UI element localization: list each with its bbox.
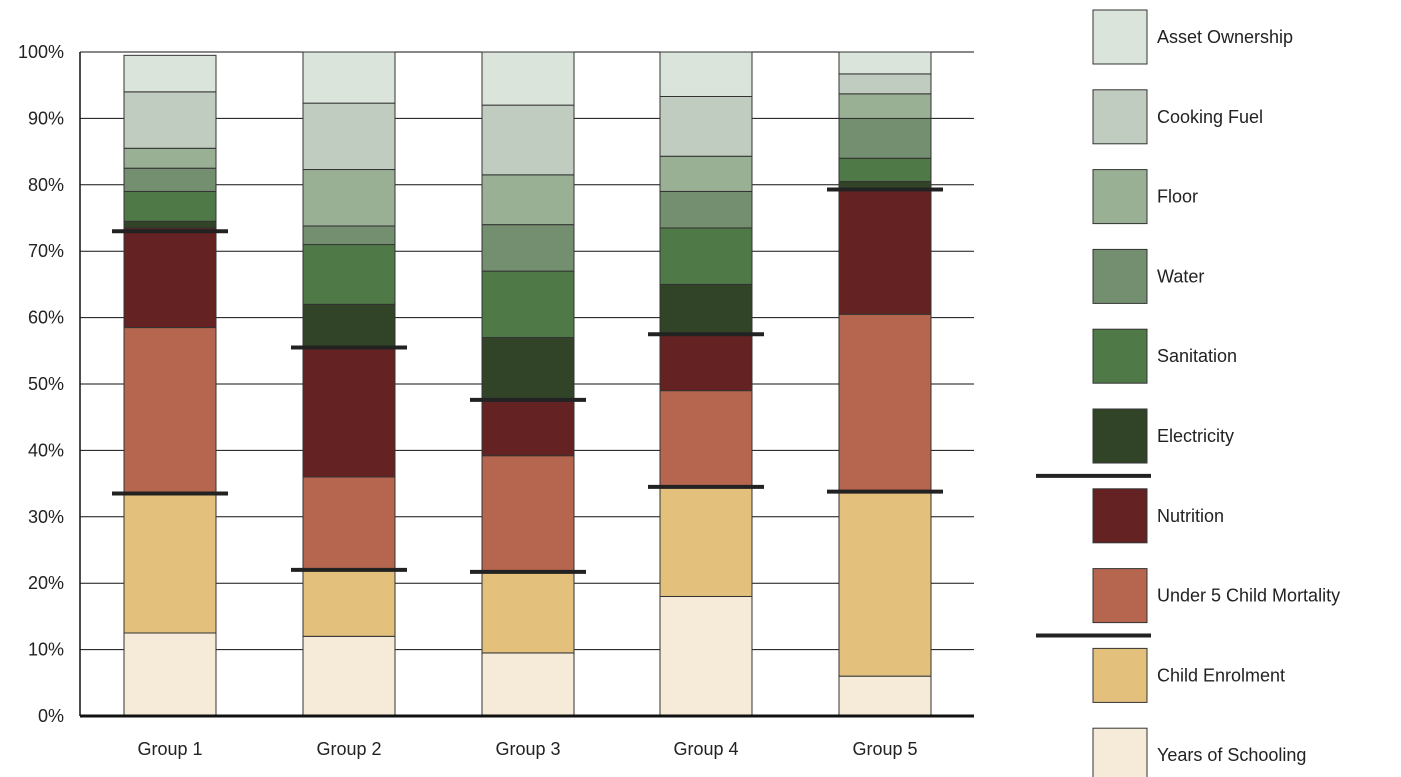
bar-segment	[659, 51, 753, 97]
bar-segment	[838, 157, 932, 182]
bar-segment	[481, 652, 575, 717]
bar-segment	[838, 73, 932, 95]
bar-segment	[481, 400, 575, 457]
bar-segment	[481, 571, 575, 654]
y-tick-label: 90%	[28, 108, 64, 128]
bar-segment	[659, 95, 753, 157]
legend-label: Water	[1157, 266, 1204, 286]
bar-segment	[838, 117, 932, 159]
y-tick-label: 60%	[28, 308, 64, 328]
bar-segment	[838, 675, 932, 717]
x-tick-label: Group 3	[495, 739, 560, 759]
bar-segment	[302, 244, 396, 305]
bar-segment	[659, 155, 753, 192]
legend-swatch	[1092, 328, 1148, 384]
bar-segment	[481, 455, 575, 573]
legend-label: Child Enrolment	[1157, 665, 1285, 685]
y-tick-label: 50%	[28, 374, 64, 394]
y-tick-label: 30%	[28, 507, 64, 527]
bar-segment	[302, 51, 396, 104]
bar-segment	[659, 486, 753, 597]
bar-segment	[838, 313, 932, 491]
bar-segment	[123, 147, 217, 169]
bar-segment	[481, 104, 575, 176]
legend-label: Asset Ownership	[1157, 27, 1293, 47]
bars	[123, 51, 932, 717]
bar-segment	[302, 476, 396, 571]
bar-segment	[302, 569, 396, 637]
axes: 0% 10% 20% 30% 40% 50% 60% 70% 80% 90% 100% Group 1…	[18, 42, 974, 759]
threshold-lines	[112, 187, 943, 574]
legend-label: Under 5 Child Mortality	[1157, 586, 1340, 606]
bar-segment	[123, 632, 217, 717]
legend-swatch	[1092, 408, 1148, 464]
bar-segment	[302, 346, 396, 478]
legend-swatch	[1092, 9, 1148, 65]
legend-swatch	[1092, 89, 1148, 145]
bar-segment	[659, 333, 753, 392]
bar-segment	[659, 595, 753, 717]
bar-segment	[481, 270, 575, 339]
y-tick-label: 20%	[28, 573, 64, 593]
y-tick-label: 70%	[28, 241, 64, 261]
legend-swatch	[1092, 568, 1148, 624]
legend-label: Electricity	[1157, 426, 1234, 446]
bar-segment	[481, 174, 575, 226]
x-tick-label: Group 4	[673, 739, 738, 759]
bar-segment	[123, 327, 217, 495]
legend-swatch	[1092, 727, 1148, 777]
bar-segment	[302, 102, 396, 171]
legend: Asset Ownership Cooking Fuel Floor Water San…	[1036, 9, 1340, 777]
bar-segment	[302, 225, 396, 246]
bar-segment	[838, 489, 932, 677]
bar-segment	[123, 91, 217, 149]
y-tick-label: 10%	[28, 640, 64, 660]
bar-segment	[123, 227, 217, 329]
bar-segment	[838, 51, 932, 75]
legend-swatch	[1092, 647, 1148, 703]
bar-segment	[123, 54, 217, 93]
x-tick-label: Group 1	[137, 739, 202, 759]
legend-label: Years of Schooling	[1157, 745, 1306, 765]
bar-segment	[123, 167, 217, 192]
legend-label: Floor	[1157, 187, 1198, 207]
legend-swatch	[1092, 248, 1148, 304]
legend-swatch	[1092, 169, 1148, 225]
legend-label: Nutrition	[1157, 506, 1224, 526]
bar-segment	[838, 93, 932, 119]
bar-segment	[659, 227, 753, 285]
bar-segment	[659, 390, 753, 488]
bar-segment	[481, 51, 575, 106]
legend-label: Sanitation	[1157, 346, 1237, 366]
y-tick-label: 40%	[28, 440, 64, 460]
legend-label: Cooking Fuel	[1157, 107, 1263, 127]
y-tick-label: 100%	[18, 42, 64, 62]
legend-swatch	[1092, 488, 1148, 544]
y-tick-label: 80%	[28, 175, 64, 195]
bar-segment	[302, 169, 396, 227]
bar-segment	[302, 635, 396, 717]
bar-segment	[659, 283, 753, 335]
bar-segment	[302, 303, 396, 348]
x-tick-label: Group 2	[316, 739, 381, 759]
bar-segment	[481, 337, 575, 402]
bar-segment	[838, 187, 932, 315]
y-tick-label: 0%	[38, 706, 64, 726]
x-tick-label: Group 5	[852, 739, 917, 759]
bar-segment	[481, 224, 575, 272]
bar-segment	[838, 180, 932, 189]
bar-segment	[123, 493, 217, 634]
bar-segment	[123, 190, 217, 222]
bar-segment	[123, 220, 217, 229]
bar-segment	[659, 190, 753, 229]
